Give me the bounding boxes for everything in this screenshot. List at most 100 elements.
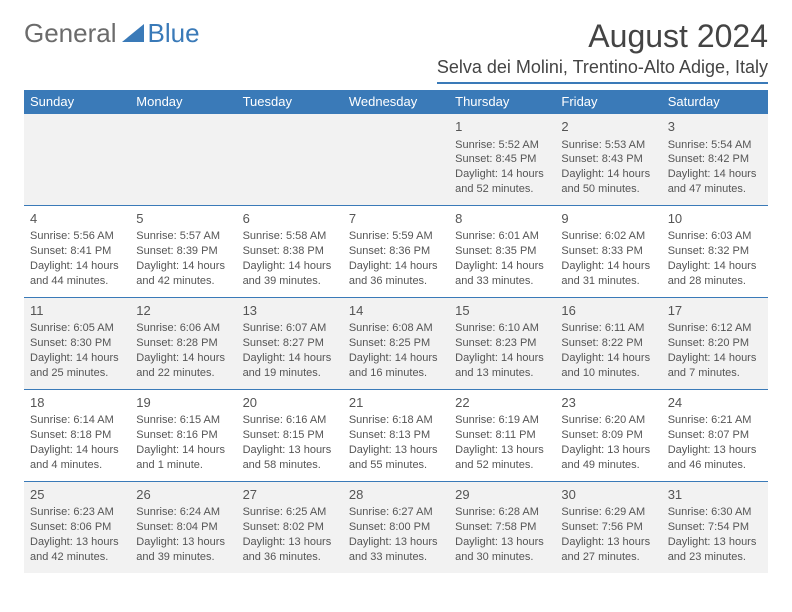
daylight-text: Daylight: 13 hours and 36 minutes. <box>243 535 337 565</box>
calendar-day-cell: 27Sunrise: 6:25 AMSunset: 8:02 PMDayligh… <box>237 481 343 572</box>
calendar-day-cell <box>24 114 130 206</box>
sunset-text: Sunset: 8:35 PM <box>455 244 549 259</box>
sunrise-text: Sunrise: 6:27 AM <box>349 505 443 520</box>
sunrise-text: Sunrise: 5:59 AM <box>349 229 443 244</box>
sunset-text: Sunset: 8:22 PM <box>561 336 655 351</box>
sunrise-text: Sunrise: 6:05 AM <box>30 321 124 336</box>
sunset-text: Sunset: 7:58 PM <box>455 520 549 535</box>
sunset-text: Sunset: 8:30 PM <box>30 336 124 351</box>
sunset-text: Sunset: 8:32 PM <box>668 244 762 259</box>
sunrise-text: Sunrise: 6:18 AM <box>349 413 443 428</box>
day-number: 27 <box>243 486 337 504</box>
day-header: Wednesday <box>343 90 449 114</box>
sunset-text: Sunset: 7:54 PM <box>668 520 762 535</box>
sunrise-text: Sunrise: 6:10 AM <box>455 321 549 336</box>
daylight-text: Daylight: 14 hours and 47 minutes. <box>668 167 762 197</box>
sunset-text: Sunset: 8:42 PM <box>668 152 762 167</box>
sunrise-text: Sunrise: 6:23 AM <box>30 505 124 520</box>
title-block: August 2024 Selva dei Molini, Trentino-A… <box>437 18 768 84</box>
calendar-day-cell: 28Sunrise: 6:27 AMSunset: 8:00 PMDayligh… <box>343 481 449 572</box>
day-number: 14 <box>349 302 443 320</box>
sunset-text: Sunset: 8:33 PM <box>561 244 655 259</box>
calendar-day-cell <box>343 114 449 206</box>
sunset-text: Sunset: 8:38 PM <box>243 244 337 259</box>
day-number: 29 <box>455 486 549 504</box>
sunset-text: Sunset: 8:25 PM <box>349 336 443 351</box>
day-number: 9 <box>561 210 655 228</box>
day-number: 2 <box>561 118 655 136</box>
month-title: August 2024 <box>437 18 768 55</box>
day-number: 24 <box>668 394 762 412</box>
sunset-text: Sunset: 8:16 PM <box>136 428 230 443</box>
day-number: 22 <box>455 394 549 412</box>
sunset-text: Sunset: 8:20 PM <box>668 336 762 351</box>
calendar-day-cell: 20Sunrise: 6:16 AMSunset: 8:15 PMDayligh… <box>237 389 343 481</box>
day-number: 8 <box>455 210 549 228</box>
sunrise-text: Sunrise: 6:06 AM <box>136 321 230 336</box>
day-header: Saturday <box>662 90 768 114</box>
sunset-text: Sunset: 8:28 PM <box>136 336 230 351</box>
calendar-day-cell <box>237 114 343 206</box>
sunrise-text: Sunrise: 6:19 AM <box>455 413 549 428</box>
sunrise-text: Sunrise: 6:12 AM <box>668 321 762 336</box>
calendar-week-row: 11Sunrise: 6:05 AMSunset: 8:30 PMDayligh… <box>24 297 768 389</box>
day-number: 1 <box>455 118 549 136</box>
day-number: 21 <box>349 394 443 412</box>
sunrise-text: Sunrise: 6:15 AM <box>136 413 230 428</box>
day-number: 12 <box>136 302 230 320</box>
sunset-text: Sunset: 8:45 PM <box>455 152 549 167</box>
calendar-day-cell: 4Sunrise: 5:56 AMSunset: 8:41 PMDaylight… <box>24 205 130 297</box>
calendar-day-cell: 31Sunrise: 6:30 AMSunset: 7:54 PMDayligh… <box>662 481 768 572</box>
daylight-text: Daylight: 14 hours and 13 minutes. <box>455 351 549 381</box>
daylight-text: Daylight: 14 hours and 31 minutes. <box>561 259 655 289</box>
daylight-text: Daylight: 13 hours and 52 minutes. <box>455 443 549 473</box>
daylight-text: Daylight: 14 hours and 39 minutes. <box>243 259 337 289</box>
day-number: 26 <box>136 486 230 504</box>
day-header: Sunday <box>24 90 130 114</box>
calendar-day-cell: 17Sunrise: 6:12 AMSunset: 8:20 PMDayligh… <box>662 297 768 389</box>
sunrise-text: Sunrise: 5:56 AM <box>30 229 124 244</box>
calendar-day-cell: 29Sunrise: 6:28 AMSunset: 7:58 PMDayligh… <box>449 481 555 572</box>
calendar-table: Sunday Monday Tuesday Wednesday Thursday… <box>24 90 768 573</box>
day-number: 15 <box>455 302 549 320</box>
day-number: 5 <box>136 210 230 228</box>
sunset-text: Sunset: 8:41 PM <box>30 244 124 259</box>
calendar-day-cell: 19Sunrise: 6:15 AMSunset: 8:16 PMDayligh… <box>130 389 236 481</box>
day-header: Monday <box>130 90 236 114</box>
daylight-text: Daylight: 14 hours and 44 minutes. <box>30 259 124 289</box>
day-number: 7 <box>349 210 443 228</box>
calendar-page: General Blue August 2024 Selva dei Molin… <box>0 0 792 591</box>
daylight-text: Daylight: 13 hours and 23 minutes. <box>668 535 762 565</box>
sunset-text: Sunset: 8:04 PM <box>136 520 230 535</box>
location-subtitle: Selva dei Molini, Trentino-Alto Adige, I… <box>437 57 768 84</box>
calendar-day-cell: 2Sunrise: 5:53 AMSunset: 8:43 PMDaylight… <box>555 114 661 206</box>
calendar-week-row: 18Sunrise: 6:14 AMSunset: 8:18 PMDayligh… <box>24 389 768 481</box>
brand-part1: General <box>24 18 117 49</box>
calendar-day-cell: 8Sunrise: 6:01 AMSunset: 8:35 PMDaylight… <box>449 205 555 297</box>
daylight-text: Daylight: 13 hours and 55 minutes. <box>349 443 443 473</box>
daylight-text: Daylight: 14 hours and 52 minutes. <box>455 167 549 197</box>
sunset-text: Sunset: 7:56 PM <box>561 520 655 535</box>
sunset-text: Sunset: 8:27 PM <box>243 336 337 351</box>
sunrise-text: Sunrise: 6:21 AM <box>668 413 762 428</box>
sunrise-text: Sunrise: 5:54 AM <box>668 138 762 153</box>
day-number: 23 <box>561 394 655 412</box>
day-number: 11 <box>30 302 124 320</box>
daylight-text: Daylight: 14 hours and 16 minutes. <box>349 351 443 381</box>
calendar-day-cell: 22Sunrise: 6:19 AMSunset: 8:11 PMDayligh… <box>449 389 555 481</box>
sunrise-text: Sunrise: 6:07 AM <box>243 321 337 336</box>
day-number: 3 <box>668 118 762 136</box>
day-number: 20 <box>243 394 337 412</box>
day-number: 25 <box>30 486 124 504</box>
daylight-text: Daylight: 14 hours and 42 minutes. <box>136 259 230 289</box>
calendar-day-cell: 3 Sunrise: 5:54 AMSunset: 8:42 PMDaylight… <box>662 114 768 206</box>
calendar-day-cell: 5Sunrise: 5:57 AMSunset: 8:39 PMDaylight… <box>130 205 236 297</box>
day-number: 30 <box>561 486 655 504</box>
daylight-text: Daylight: 14 hours and 25 minutes. <box>30 351 124 381</box>
day-header: Tuesday <box>237 90 343 114</box>
sunset-text: Sunset: 8:36 PM <box>349 244 443 259</box>
calendar-day-cell: 16Sunrise: 6:11 AMSunset: 8:22 PMDayligh… <box>555 297 661 389</box>
daylight-text: Daylight: 14 hours and 36 minutes. <box>349 259 443 289</box>
sunset-text: Sunset: 8:15 PM <box>243 428 337 443</box>
day-number: 18 <box>30 394 124 412</box>
